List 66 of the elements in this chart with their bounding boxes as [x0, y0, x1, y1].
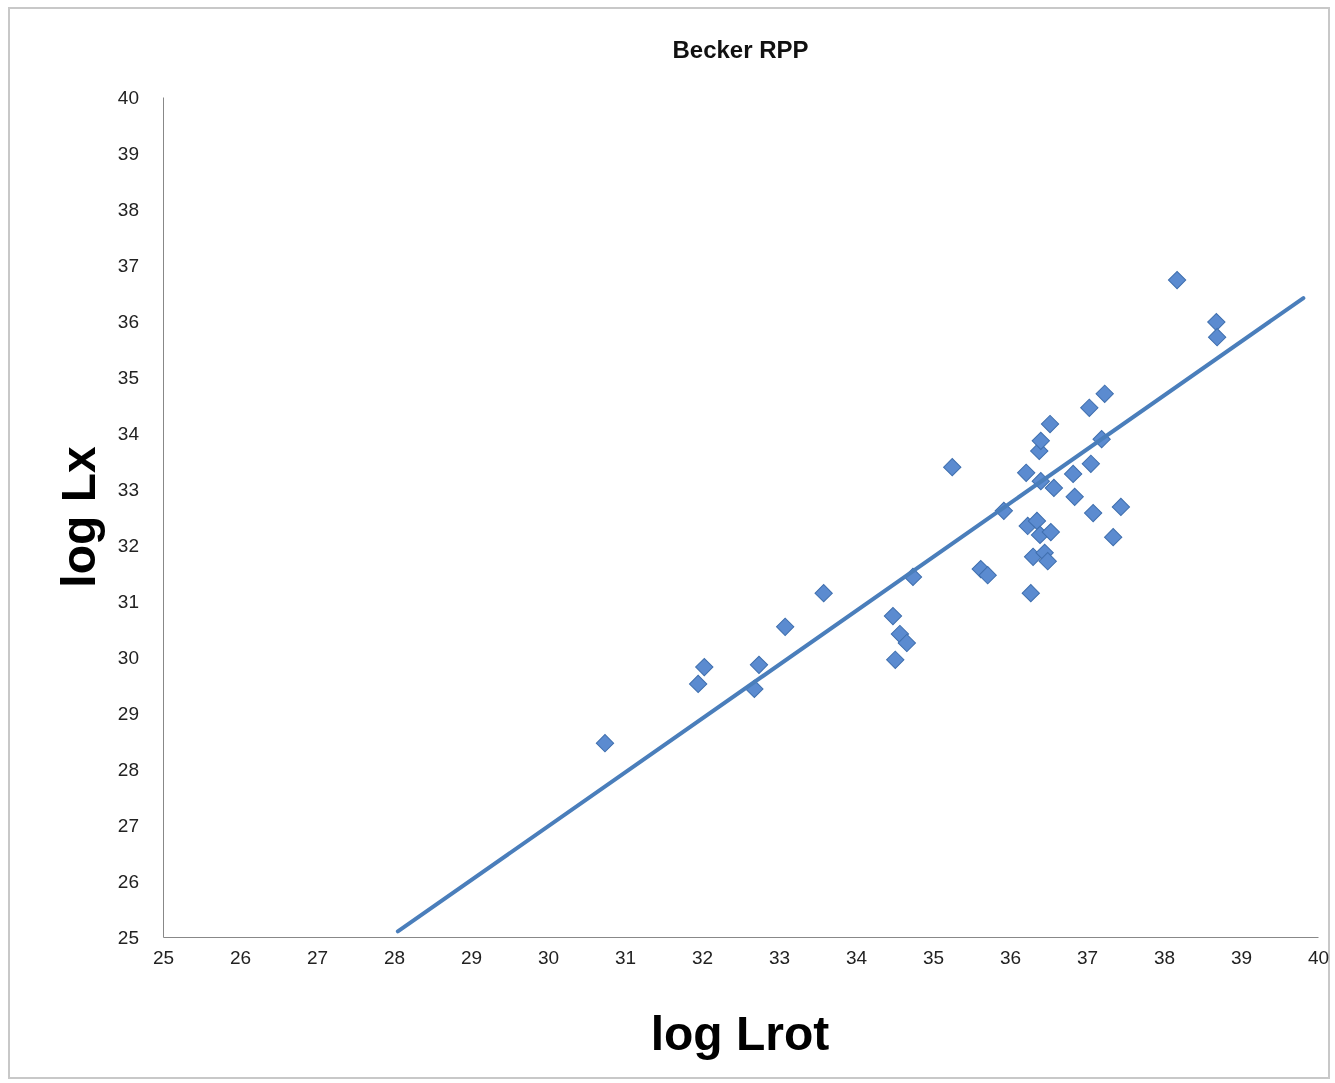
point	[1041, 522, 1060, 542]
point	[749, 655, 769, 674]
x-tick-label: 28	[383, 947, 406, 969]
point	[1207, 328, 1227, 347]
point	[1040, 414, 1060, 434]
point	[1081, 454, 1101, 473]
point	[1167, 270, 1187, 290]
x-tick-label: 31	[614, 947, 637, 969]
point	[1021, 584, 1040, 603]
point	[943, 458, 962, 477]
x-tick-label: 30	[537, 947, 560, 969]
point	[1084, 503, 1103, 523]
y-tick-label: 32	[117, 534, 139, 556]
point	[1017, 463, 1036, 482]
point	[776, 617, 795, 636]
x-tick-label: 26	[229, 947, 252, 969]
x-tick-label: 34	[845, 947, 868, 969]
x-tick-label: 40	[1307, 947, 1330, 969]
x-tick-label: 38	[1153, 947, 1176, 969]
x-tick-label: 39	[1230, 947, 1253, 969]
point	[1104, 528, 1123, 547]
x-axis-title: log Lrot	[650, 1007, 830, 1060]
point	[897, 633, 916, 653]
x-tick-label: 25	[152, 947, 175, 969]
point	[695, 657, 714, 677]
y-tick-label: 38	[117, 198, 139, 220]
y-tick-label: 40	[117, 86, 139, 108]
y-tick-label: 33	[117, 478, 139, 500]
x-tick-label: 27	[306, 947, 329, 969]
y-tick-label: 37	[117, 254, 139, 276]
x-tick-label: 33	[768, 947, 791, 969]
point	[1111, 497, 1131, 517]
point	[1095, 384, 1114, 403]
point	[1080, 398, 1099, 417]
y-tick-label: 28	[117, 758, 139, 780]
point	[595, 734, 615, 753]
point	[1023, 547, 1043, 566]
y-tick-label: 31	[117, 590, 139, 612]
point	[1207, 312, 1226, 332]
point	[1065, 487, 1084, 506]
y-tick-label: 26	[117, 870, 139, 892]
y-tick-label: 27	[117, 814, 139, 836]
x-tick-label: 35	[922, 947, 945, 969]
y-tick-label: 29	[117, 702, 139, 724]
point	[814, 584, 833, 603]
point	[883, 606, 903, 626]
x-tick-label: 32	[691, 947, 714, 969]
point	[1044, 478, 1064, 498]
point	[886, 650, 905, 669]
point	[1038, 552, 1057, 571]
x-tick-label: 29	[460, 947, 483, 969]
point	[978, 566, 997, 585]
y-axis-title: log Lx	[52, 446, 105, 588]
point	[1031, 431, 1050, 450]
y-tick-label: 34	[117, 422, 140, 444]
point	[1063, 464, 1083, 484]
y-tick-label: 25	[117, 926, 139, 948]
point	[688, 674, 708, 694]
y-tick-label: 39	[117, 142, 139, 164]
y-tick-label: 35	[117, 366, 139, 388]
y-tick-label: 36	[117, 310, 139, 332]
point	[1027, 511, 1047, 531]
x-tick-label: 37	[1076, 947, 1099, 969]
x-tick-label: 36	[999, 947, 1022, 969]
chart-title: Becker RPP	[672, 36, 809, 63]
y-tick-label: 30	[117, 646, 139, 668]
